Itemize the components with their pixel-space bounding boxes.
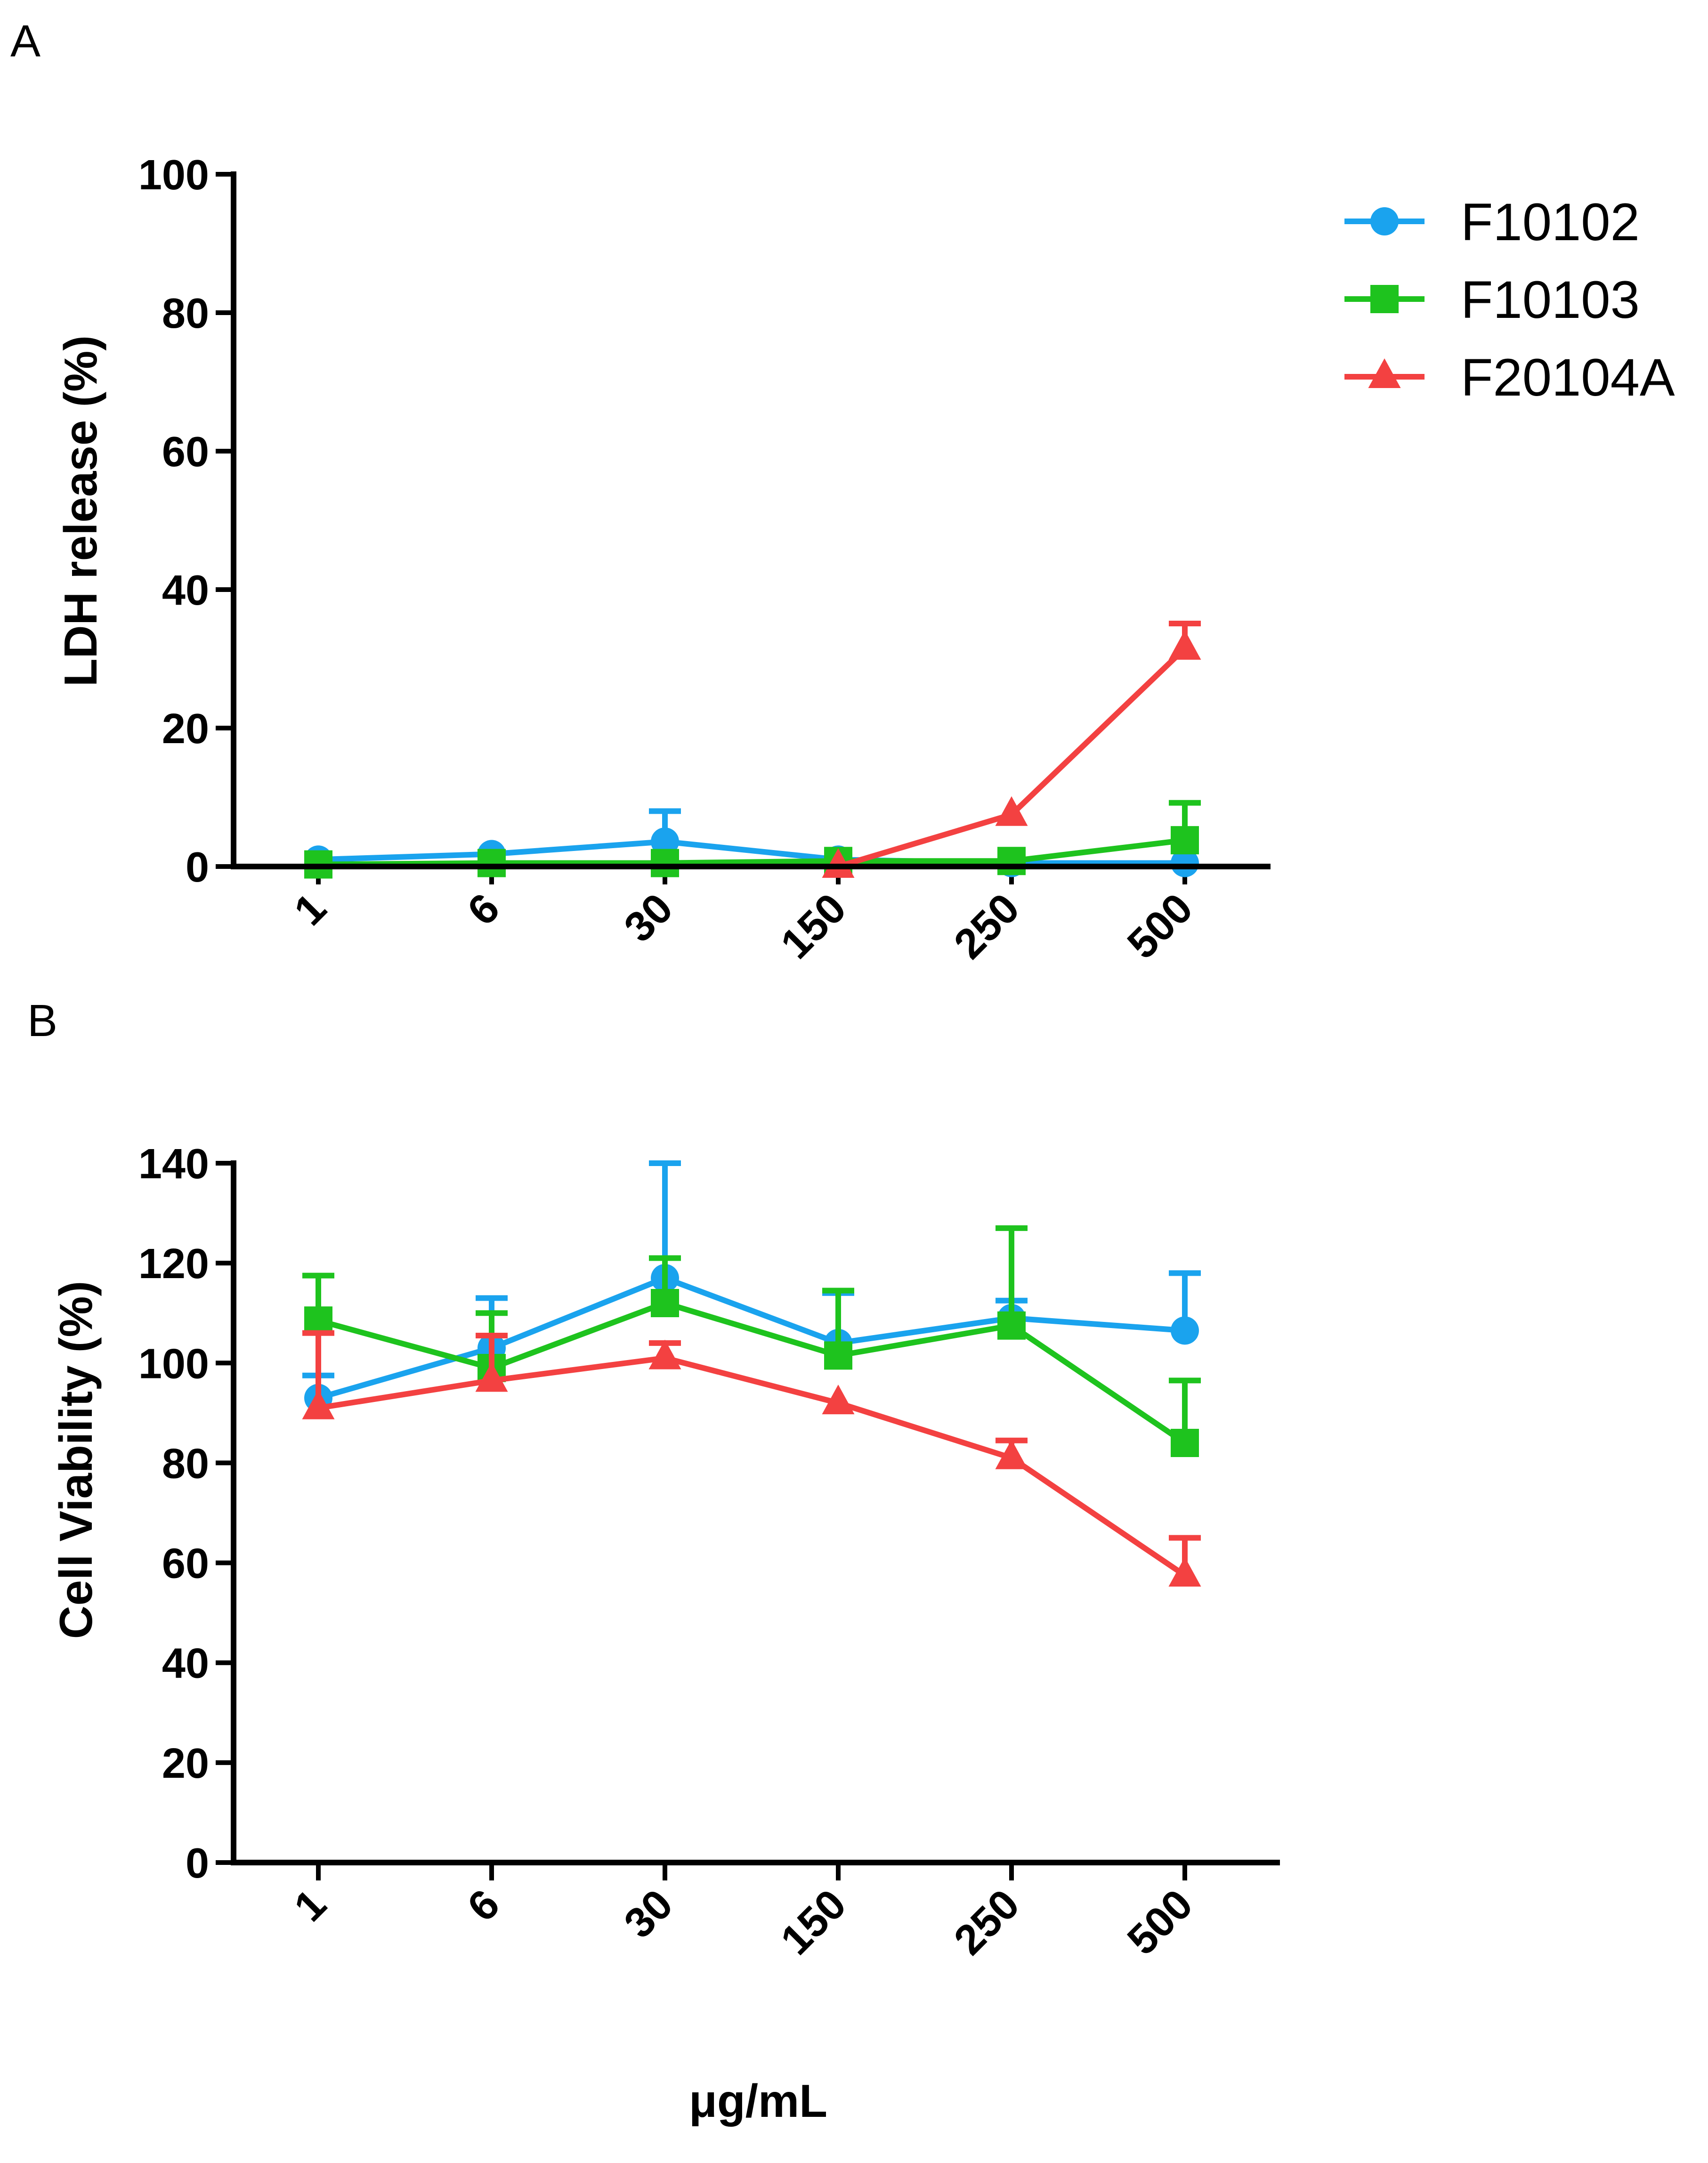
data-point bbox=[822, 848, 855, 878]
legend-item: F10102 bbox=[1344, 193, 1640, 251]
panel-label-a: A bbox=[10, 16, 40, 66]
series-F20104A bbox=[822, 621, 1201, 878]
y-tick-label: 40 bbox=[162, 567, 209, 614]
y-tick-label: 80 bbox=[162, 290, 209, 337]
y-tick-label: 20 bbox=[162, 705, 209, 753]
y-tick-label: 100 bbox=[138, 1340, 209, 1387]
y-tick-label: 40 bbox=[162, 1640, 209, 1687]
y-tick-label: 0 bbox=[186, 844, 209, 891]
legend-label: F10102 bbox=[1461, 193, 1640, 251]
series-F20104A bbox=[302, 1330, 1201, 1587]
legend-label: F10103 bbox=[1461, 270, 1640, 329]
series-line bbox=[318, 839, 1185, 866]
data-point bbox=[1168, 630, 1201, 660]
data-point bbox=[651, 827, 679, 856]
y-tick-label: 80 bbox=[162, 1440, 209, 1487]
data-point bbox=[478, 849, 506, 877]
data-point bbox=[995, 796, 1028, 826]
data-point bbox=[1171, 1429, 1199, 1457]
panel-b-axes bbox=[231, 1160, 1280, 1865]
data-point bbox=[1171, 826, 1199, 855]
panel-b-series bbox=[302, 1160, 1201, 1587]
panel-a-axes bbox=[231, 171, 1271, 869]
series-line bbox=[318, 837, 1185, 867]
legend-marker bbox=[1370, 207, 1399, 235]
y-tick-label: 60 bbox=[162, 429, 209, 476]
y-tick-label: 20 bbox=[162, 1740, 209, 1787]
data-point bbox=[475, 1362, 508, 1392]
y-tick-label: 60 bbox=[162, 1540, 209, 1588]
panel-a-yticks: 0 20 40 60 80 100 bbox=[138, 152, 234, 891]
x-axis-title: μg/mL bbox=[689, 2075, 827, 2127]
data-point bbox=[651, 849, 679, 877]
data-point bbox=[997, 1311, 1026, 1340]
panel-b-ylabel: Cell Viability (%) bbox=[50, 1281, 102, 1639]
y-tick-label: 100 bbox=[138, 152, 209, 199]
data-point bbox=[997, 847, 1026, 875]
y-tick-label: 140 bbox=[138, 1141, 209, 1188]
data-point bbox=[302, 1389, 335, 1419]
legend: F10102 F10103 F20104A bbox=[1344, 193, 1675, 407]
series-line bbox=[317, 1275, 1185, 1401]
data-point bbox=[822, 1385, 855, 1415]
data-point bbox=[304, 1306, 332, 1335]
panel-b-yticks: 0 20 40 60 80 100 120 140 bbox=[138, 1141, 234, 1887]
legend-marker bbox=[1370, 285, 1399, 313]
data-point bbox=[1168, 1557, 1201, 1587]
data-point bbox=[995, 1439, 1028, 1469]
series-F10103 bbox=[302, 1225, 1201, 1457]
series-line bbox=[317, 1300, 1187, 1445]
y-tick-label: 120 bbox=[138, 1240, 209, 1288]
panel-a-ylabel: LDH release (%) bbox=[55, 335, 106, 687]
y-tick-label: 0 bbox=[186, 1840, 209, 1887]
panel-label-b: B bbox=[27, 996, 57, 1046]
legend-item: F20104A bbox=[1344, 348, 1675, 407]
panel-a-series bbox=[304, 621, 1201, 879]
legend-marker bbox=[1368, 358, 1401, 388]
legend-item: F10103 bbox=[1344, 270, 1640, 329]
series-F10103 bbox=[304, 800, 1201, 879]
data-point bbox=[1171, 1316, 1199, 1345]
legend-label: F20104A bbox=[1461, 348, 1675, 407]
data-point bbox=[1171, 849, 1199, 877]
data-point bbox=[648, 1339, 681, 1369]
series-line bbox=[318, 1355, 1187, 1578]
data-point bbox=[651, 1289, 679, 1317]
data-point bbox=[824, 1341, 852, 1370]
